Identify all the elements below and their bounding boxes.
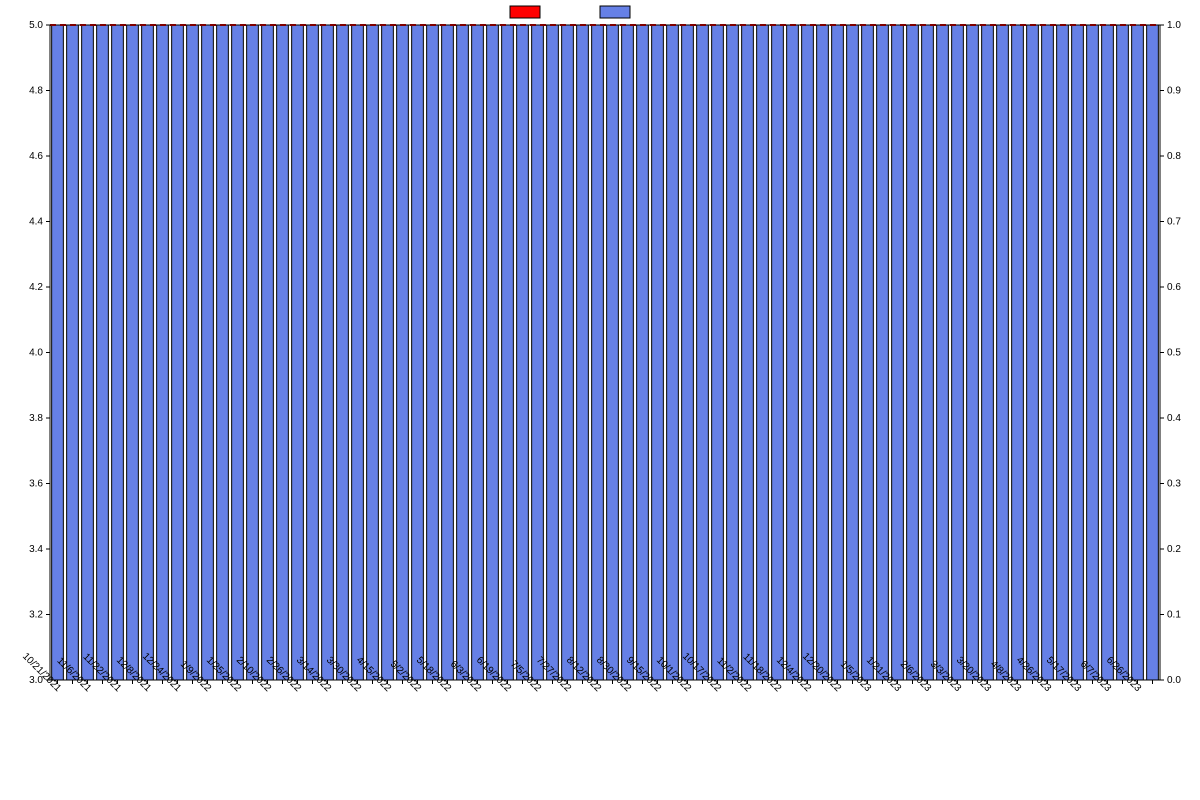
- bar: [1132, 25, 1144, 680]
- bar: [1042, 25, 1054, 680]
- y-left-tick-label: 4.8: [29, 86, 43, 97]
- y-left-tick-label: 3.4: [29, 544, 43, 555]
- bar: [412, 25, 424, 680]
- bar: [67, 25, 79, 680]
- bar: [487, 25, 499, 680]
- bar: [397, 25, 409, 680]
- chart-container: 3.03.23.43.63.84.04.24.44.64.85.00.00.10…: [0, 0, 1200, 800]
- bar: [82, 25, 94, 680]
- bar: [622, 25, 634, 680]
- bar: [322, 25, 334, 680]
- bar: [832, 25, 844, 680]
- bar: [862, 25, 874, 680]
- bar: [232, 25, 244, 680]
- y-right-tick-label: 0.5: [1167, 348, 1181, 359]
- bar: [922, 25, 934, 680]
- bar: [847, 25, 859, 680]
- y-left-tick-label: 3.8: [29, 413, 43, 424]
- bar: [997, 25, 1009, 680]
- bar: [97, 25, 109, 680]
- y-right-tick-label: 0.6: [1167, 282, 1181, 293]
- bar: [1102, 25, 1114, 680]
- bar: [532, 25, 544, 680]
- bar: [202, 25, 214, 680]
- bar: [262, 25, 274, 680]
- bar: [727, 25, 739, 680]
- y-right-tick-label: 0.1: [1167, 610, 1181, 621]
- bar: [1117, 25, 1129, 680]
- bar: [142, 25, 154, 680]
- bar: [697, 25, 709, 680]
- bar: [1072, 25, 1084, 680]
- bar: [547, 25, 559, 680]
- bar: [367, 25, 379, 680]
- bar: [517, 25, 529, 680]
- y-left-tick-label: 4.2: [29, 282, 43, 293]
- bar: [667, 25, 679, 680]
- bar: [742, 25, 754, 680]
- y-left-tick-label: 5.0: [29, 20, 43, 31]
- y-right-tick-label: 0.3: [1167, 479, 1181, 490]
- bar: [217, 25, 229, 680]
- bar: [1147, 25, 1159, 680]
- bar: [817, 25, 829, 680]
- bar: [877, 25, 889, 680]
- y-right-tick-label: 0.4: [1167, 413, 1181, 424]
- bar: [802, 25, 814, 680]
- y-right-tick-label: 0.9: [1167, 86, 1181, 97]
- bar: [127, 25, 139, 680]
- y-left-tick-label: 4.6: [29, 151, 43, 162]
- bar: [592, 25, 604, 680]
- bar: [937, 25, 949, 680]
- y-left-tick-label: 3.2: [29, 610, 43, 621]
- bar: [1012, 25, 1024, 680]
- bar: [112, 25, 124, 680]
- y-left-tick-label: 4.0: [29, 348, 43, 359]
- y-right-tick-label: 0.0: [1167, 675, 1181, 686]
- bar: [307, 25, 319, 680]
- bar: [952, 25, 964, 680]
- y-right-tick-label: 0.2: [1167, 544, 1181, 555]
- bar: [562, 25, 574, 680]
- bar: [712, 25, 724, 680]
- bar: [607, 25, 619, 680]
- bar: [157, 25, 169, 680]
- bar: [172, 25, 184, 680]
- bar: [187, 25, 199, 680]
- bar: [292, 25, 304, 680]
- bar: [637, 25, 649, 680]
- bar: [472, 25, 484, 680]
- bar: [382, 25, 394, 680]
- bar: [757, 25, 769, 680]
- bar: [352, 25, 364, 680]
- y-left-tick-label: 4.4: [29, 217, 43, 228]
- bar: [1087, 25, 1099, 680]
- y-right-tick-label: 0.8: [1167, 151, 1181, 162]
- y-right-tick-label: 0.7: [1167, 217, 1181, 228]
- bar: [577, 25, 589, 680]
- legend-swatch: [600, 6, 630, 18]
- bar: [892, 25, 904, 680]
- bar: [337, 25, 349, 680]
- bar: [277, 25, 289, 680]
- y-left-tick-label: 3.6: [29, 479, 43, 490]
- dual-axis-bar-chart: 3.03.23.43.63.84.04.24.44.64.85.00.00.10…: [0, 0, 1200, 800]
- bar: [907, 25, 919, 680]
- bar: [682, 25, 694, 680]
- legend-swatch: [510, 6, 540, 18]
- bar: [457, 25, 469, 680]
- bar: [652, 25, 664, 680]
- bar: [52, 25, 64, 680]
- bar: [1027, 25, 1039, 680]
- bar: [427, 25, 439, 680]
- bar: [772, 25, 784, 680]
- bar: [1057, 25, 1069, 680]
- bar: [787, 25, 799, 680]
- bar: [967, 25, 979, 680]
- bar: [982, 25, 994, 680]
- bar: [502, 25, 514, 680]
- bar: [442, 25, 454, 680]
- bar: [247, 25, 259, 680]
- y-right-tick-label: 1.0: [1167, 20, 1181, 31]
